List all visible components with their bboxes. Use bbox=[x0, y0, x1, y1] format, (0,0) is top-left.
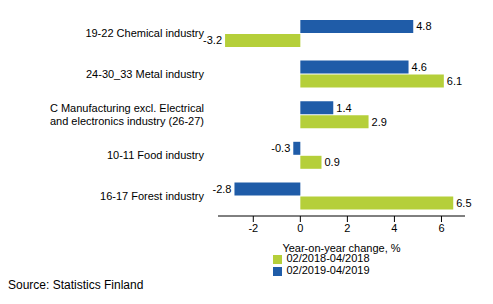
svg-text:6.5: 6.5 bbox=[456, 197, 471, 209]
svg-text:C Manufacturing excl. Electric: C Manufacturing excl. Electricaland elec… bbox=[50, 102, 204, 127]
svg-text:6.1: 6.1 bbox=[447, 75, 462, 87]
html-text:02/2019-04/2019: 02/2019-04/2019 bbox=[286, 264, 370, 276]
svg-text:Year-on-year change, %: Year-on-year change, % bbox=[282, 242, 400, 254]
svg-text:19-22 Chemical industry: 19-22 Chemical industry bbox=[85, 27, 204, 39]
svg-text:-2.8: -2.8 bbox=[212, 183, 231, 195]
svg-text:0: 0 bbox=[297, 222, 303, 234]
svg-text:6: 6 bbox=[438, 222, 444, 234]
svg-text:0.9: 0.9 bbox=[325, 156, 340, 168]
svg-text:2: 2 bbox=[344, 222, 350, 234]
html-text:Source: Statistics Finland: Source: Statistics Finland bbox=[8, 278, 144, 292]
svg-text:24-30_33 Metal industry: 24-30_33 Metal industry bbox=[86, 68, 205, 80]
svg-text:1.4: 1.4 bbox=[336, 102, 351, 114]
svg-text:4.8: 4.8 bbox=[416, 20, 431, 32]
svg-text:-3.2: -3.2 bbox=[203, 34, 222, 46]
svg-text:4: 4 bbox=[391, 222, 397, 234]
svg-text:4.6: 4.6 bbox=[412, 61, 427, 73]
svg-text:-0.3: -0.3 bbox=[271, 142, 290, 154]
html-text:02/2018-04/2018: 02/2018-04/2018 bbox=[286, 252, 370, 264]
svg-text:2.9: 2.9 bbox=[372, 116, 387, 128]
svg-text:-2: -2 bbox=[248, 222, 258, 234]
svg-text:16-17 Forest industry: 16-17 Forest industry bbox=[100, 190, 204, 202]
svg-text:10-11 Food industry: 10-11 Food industry bbox=[107, 149, 205, 161]
